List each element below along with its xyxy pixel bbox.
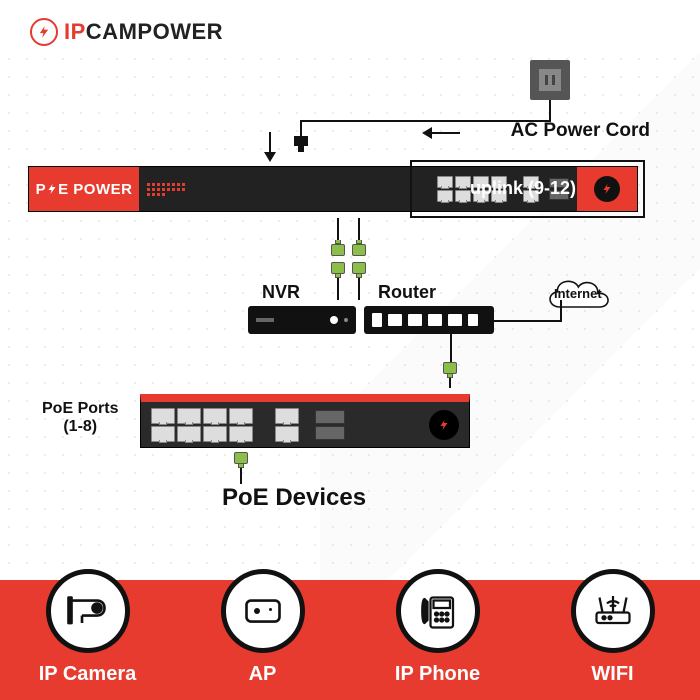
nvr-device: [248, 306, 356, 334]
ac-outlet-icon: [530, 60, 570, 100]
led-panel: [147, 183, 185, 196]
poe-devices-label: PoE Devices: [222, 484, 366, 512]
wire: [560, 300, 562, 322]
ap-icon: [221, 569, 305, 653]
arrow-left-icon: [422, 127, 432, 139]
ip-phone-icon: [396, 569, 480, 653]
device-ip-camera: IP Camera: [0, 580, 175, 700]
arrow-down-icon: [264, 152, 276, 162]
nvr-label: NVR: [262, 282, 300, 303]
ac-plug-end: [294, 136, 308, 146]
brand-prefix: IP: [64, 19, 86, 44]
arrow-stem: [269, 132, 271, 152]
brand-suffix: POWER: [137, 19, 223, 44]
diagram-canvas: IPCAMPOWER AC Power Cord PE POWER: [0, 0, 700, 700]
bolt-badge-icon: [429, 410, 459, 440]
brand-text: IPCAMPOWER: [64, 19, 223, 45]
wire: [450, 334, 452, 364]
uplink-label: uplink (9-12): [470, 178, 576, 199]
rj45-icon: [234, 452, 248, 484]
device-label: WIFI: [591, 663, 633, 686]
ip-camera-icon: [46, 569, 130, 653]
internet-cloud: Internet: [540, 270, 620, 325]
internet-label: Internet: [554, 286, 602, 301]
router-device: [364, 306, 494, 334]
poe-logo: PE POWER: [36, 181, 133, 198]
ac-plug-prong: [298, 146, 304, 152]
bolt-icon: [30, 18, 58, 46]
brand-mid: CAM: [86, 19, 138, 44]
device-label: IP Phone: [395, 663, 480, 686]
rj45-icon: [352, 262, 366, 300]
device-label: IP Camera: [39, 663, 136, 686]
device-ap: AP: [175, 580, 350, 700]
poe-ports-label: PoE Ports (1-8): [42, 400, 118, 436]
poe-logo-right: POWER: [73, 181, 132, 198]
device-category-band: IP Camera AP IP Phone WIFI: [0, 580, 700, 700]
rj45-icon: [443, 362, 457, 388]
poe-switch-ports: [140, 394, 470, 448]
rj45-icon: [331, 218, 345, 256]
device-label: AP: [249, 663, 277, 686]
router-label: Router: [378, 282, 436, 303]
ac-wire: [549, 100, 551, 120]
rj45-icon: [331, 262, 345, 300]
device-ip-phone: IP Phone: [350, 580, 525, 700]
wire: [494, 320, 562, 322]
arrow-stem: [432, 132, 460, 134]
device-wifi: WIFI: [525, 580, 700, 700]
ac-power-label: AC Power Cord: [511, 120, 650, 142]
rj45-icon: [352, 218, 366, 256]
wifi-router-icon: [571, 569, 655, 653]
brand-logo: IPCAMPOWER: [30, 18, 223, 46]
